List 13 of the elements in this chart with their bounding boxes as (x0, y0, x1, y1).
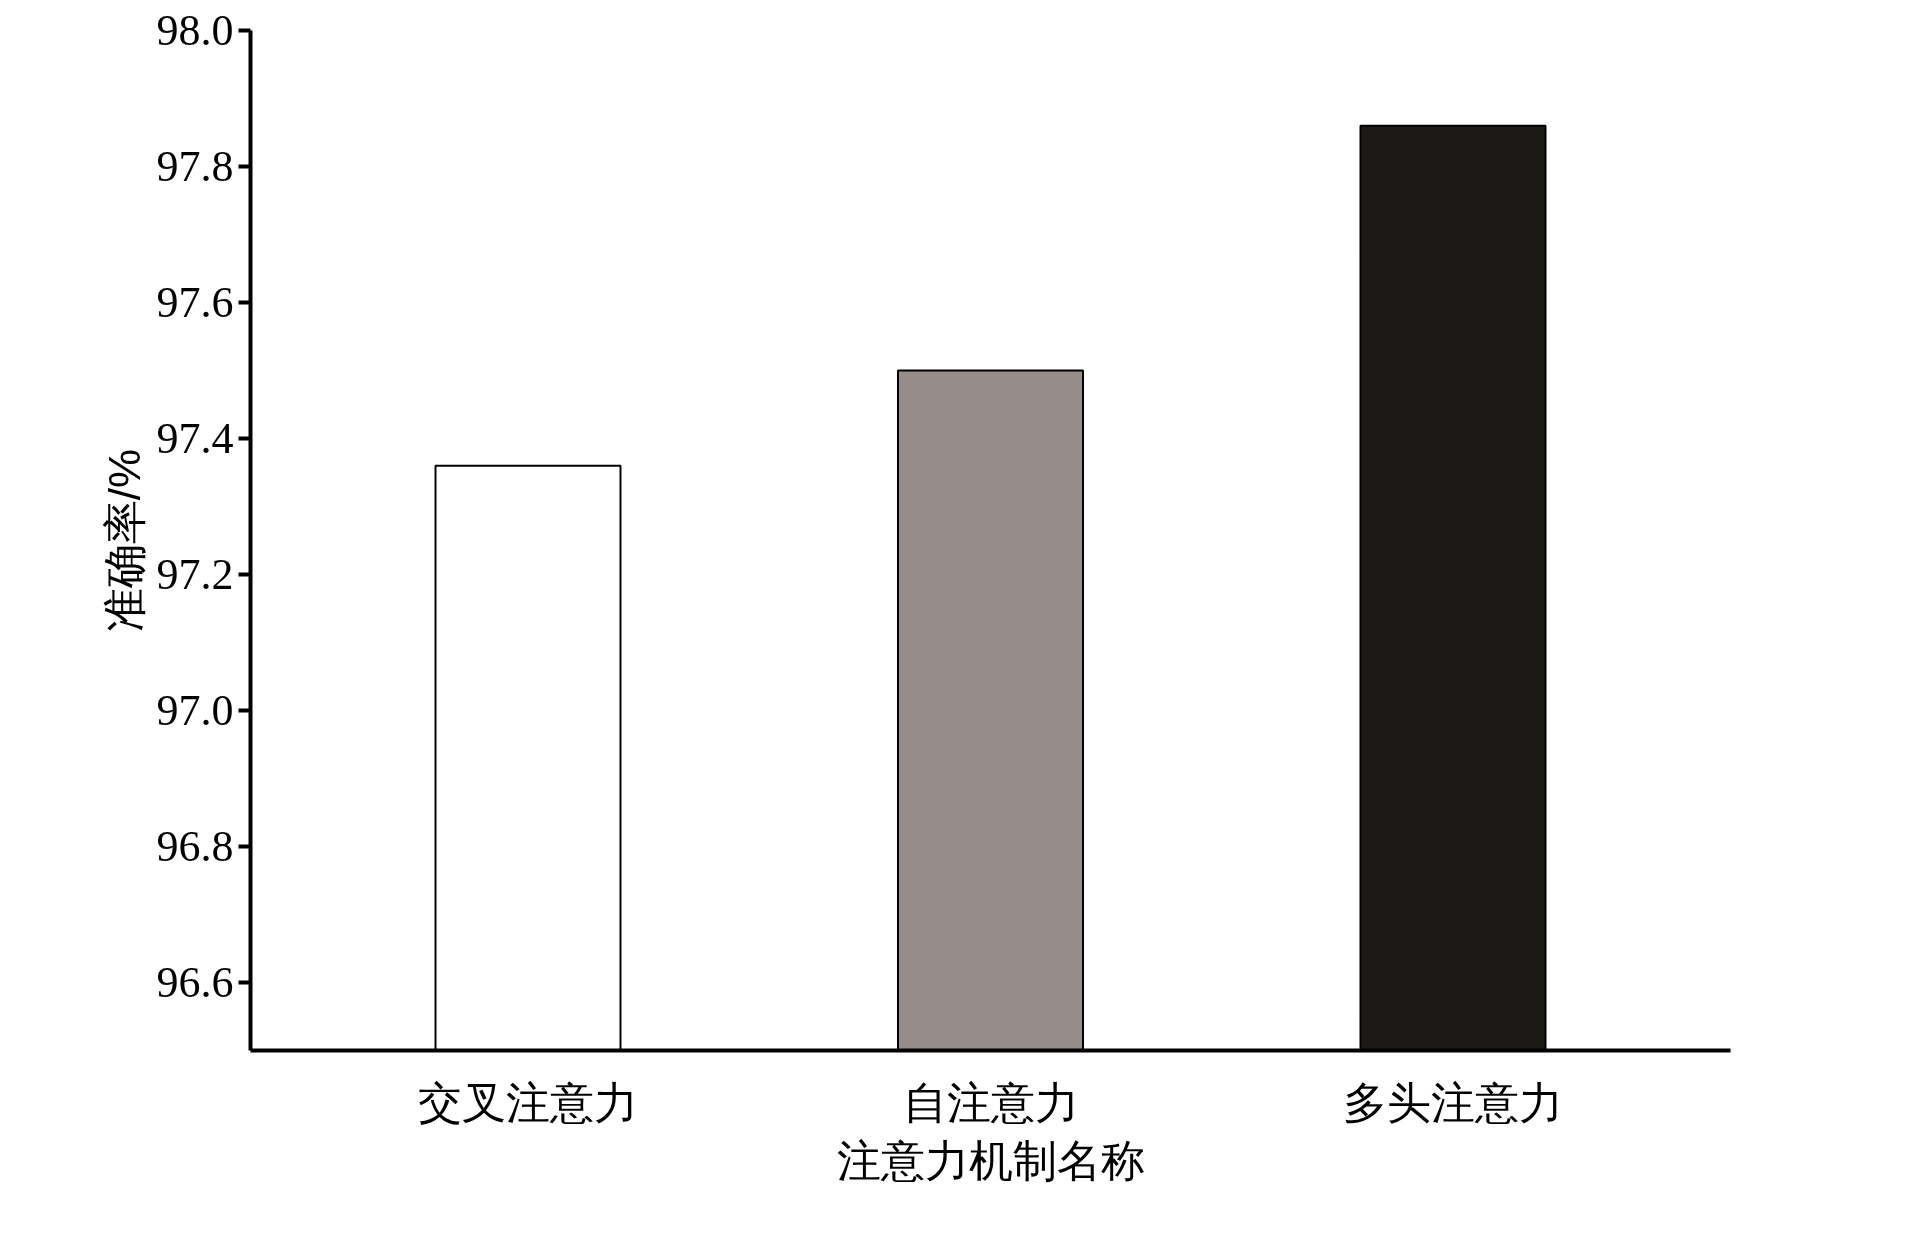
x-tick-label: 交叉注意力 (418, 1076, 638, 1128)
y-tick-label: 96.8 (156, 822, 234, 871)
y-tick-label: 97.4 (156, 414, 234, 463)
y-tick-label: 97.2 (156, 550, 234, 599)
y-axis-title: 准确率/% (99, 448, 149, 633)
y-tick-label: 96.6 (156, 958, 234, 1007)
y-tick-label: 97.0 (156, 686, 234, 735)
x-axis-title: 注意力机制名称 (836, 1135, 1145, 1185)
x-tick-label: 多头注意力 (1343, 1076, 1563, 1128)
y-tick-label: 97.8 (156, 142, 234, 191)
y-tick-label: 97.6 (156, 278, 234, 327)
y-tick-label: 98.0 (156, 6, 234, 55)
x-tick-label: 自注意力 (902, 1076, 1079, 1128)
